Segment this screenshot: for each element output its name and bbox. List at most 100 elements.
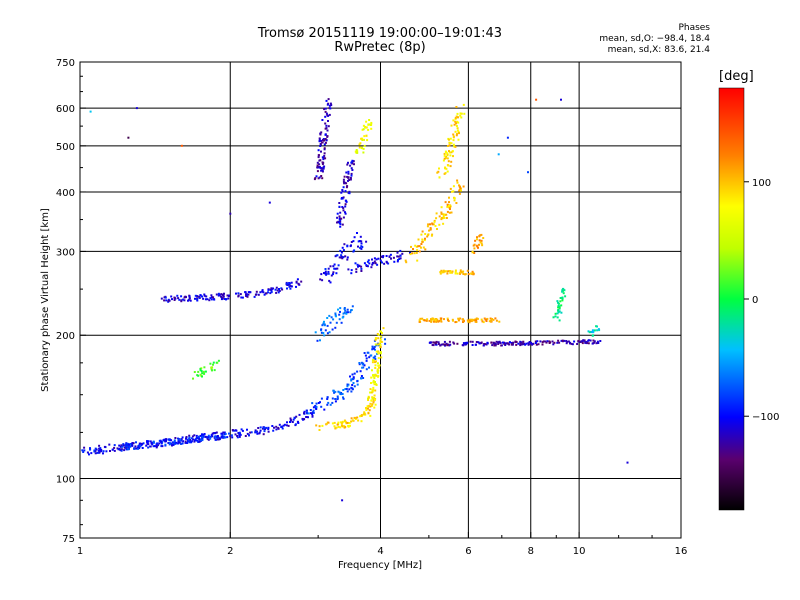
echo-point [412,248,414,250]
echo-point [153,445,156,448]
echo-point [216,435,219,438]
echo-point [202,370,205,373]
echo-point [374,381,376,383]
echo-point [517,342,520,345]
echo-point [474,239,477,242]
echo-point [430,341,433,344]
echo-point [330,104,333,107]
echo-point [205,295,208,298]
echo-point [382,327,385,330]
echo-point [558,306,561,309]
echo-point [278,423,281,426]
echo-point [476,317,479,320]
echo-point [514,340,517,343]
echo-point [564,295,567,298]
echo-point [239,433,242,436]
echo-point [324,270,327,273]
echo-point [263,293,266,296]
echo-point [365,126,368,129]
echo-point [455,122,458,125]
echo-point [434,319,437,322]
echo-point [90,452,93,455]
echo-point [289,421,291,423]
echo-point [275,425,278,428]
echo-point [452,135,455,138]
echo-point [342,216,345,219]
echo-point [198,296,201,299]
echo-point [340,254,343,257]
echo-point [448,211,451,214]
echo-point [353,372,356,375]
echo-point [140,443,143,446]
echo-point [372,347,375,350]
echo-point [334,255,337,258]
echo-point [124,443,127,446]
echo-point [461,344,464,347]
echo-point [274,288,277,291]
echo-point [448,141,451,144]
echo-point [355,149,358,151]
echo-point [370,391,373,394]
echo-point [372,375,375,378]
echo-point [356,151,359,154]
echo-point [592,331,595,334]
echo-point [174,437,177,439]
echo-point [227,297,230,300]
echo-point [337,221,340,224]
echo-point [319,145,322,147]
echo-point [431,223,434,226]
echo-point [444,213,446,216]
echo-point [452,190,455,193]
echo-point [330,316,333,319]
echo-point [341,393,344,395]
echo-point [237,295,240,298]
echo-point [432,223,435,226]
echo-point [324,110,327,113]
echo-point [462,318,464,321]
echo-point [320,131,323,134]
echo-point [376,263,379,266]
echo-point [351,373,354,376]
echo-point [444,166,447,169]
echo-point [329,102,332,105]
echo-point [561,290,564,293]
echo-point [339,219,342,221]
echo-point [89,110,92,113]
echo-point [186,438,189,441]
echo-point [162,439,165,442]
echo-point [372,381,375,384]
echo-point [488,320,491,323]
echo-point [563,339,566,342]
echo-point [277,427,280,430]
echo-point [374,338,377,341]
echo-point [327,267,330,270]
echo-point [387,262,390,265]
echo-point [401,252,404,255]
echo-point [561,297,564,300]
echo-point [348,422,351,424]
echo-point [142,442,145,445]
echo-point [286,283,289,286]
echo-point [449,343,452,346]
echo-point [390,257,392,260]
echo-point [346,385,349,388]
echo-point [339,220,342,223]
echo-point [360,247,363,250]
echo-point [367,259,370,262]
echo-point [323,320,325,323]
echo-point [433,220,436,223]
echo-point [135,447,138,450]
echo-point [183,296,186,299]
echo-point [210,298,213,301]
echo-point [377,357,380,360]
echo-point [131,442,134,444]
echo-point [344,388,347,390]
echo-point [560,339,563,342]
echo-point [503,342,506,345]
echo-point [378,364,381,367]
echo-point [316,166,319,169]
echo-point [287,424,290,427]
echo-point [554,315,557,318]
echo-point [368,366,370,369]
echo-point [309,412,312,415]
